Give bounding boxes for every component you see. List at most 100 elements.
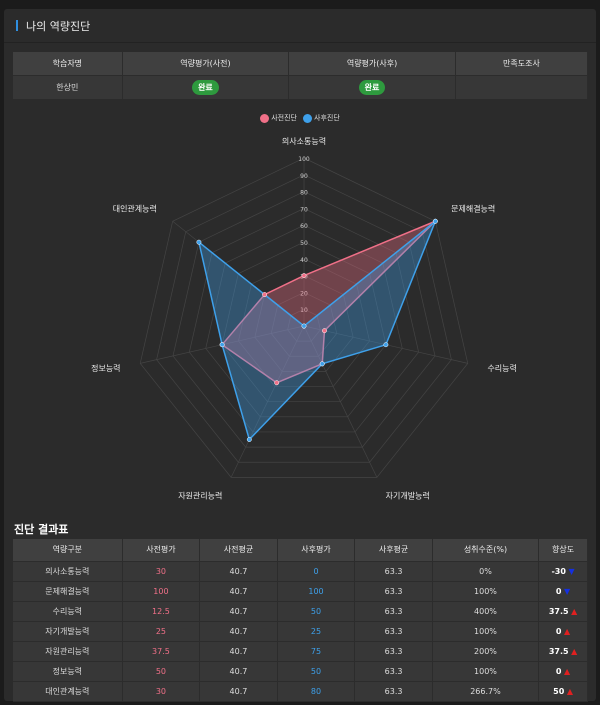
- cell-pre: 30: [122, 561, 201, 582]
- results-title: 진단 결과표: [14, 523, 69, 536]
- results-header: 성취수준(%): [432, 539, 540, 562]
- cell-name: 의사소통능력: [13, 561, 123, 582]
- cell-name: 자원관리능력: [13, 641, 123, 662]
- data-point[interactable]: [196, 239, 202, 245]
- header-pre: 역량평가(사전): [122, 52, 290, 76]
- grid-ring: [205, 224, 403, 418]
- cell-pre: 12.5: [122, 601, 201, 622]
- cell-post-avg: 63.3: [354, 621, 433, 642]
- results-header: 사후평균: [354, 539, 433, 562]
- data-point[interactable]: [322, 328, 327, 334]
- legend-post[interactable]: 사후진단: [303, 113, 340, 123]
- cell-pre-avg: 40.7: [199, 601, 278, 622]
- axis-line: [303, 325, 378, 478]
- arrow-up-icon: ▲: [571, 606, 578, 616]
- cell-improvement: 50 ▲: [538, 681, 588, 702]
- cell-name: 정보능력: [13, 661, 123, 682]
- cell-pre: 25: [122, 621, 201, 642]
- cell-pre-avg: 40.7: [199, 621, 278, 642]
- axis-line: [230, 325, 305, 478]
- arrow-down-icon: ▼: [568, 566, 575, 576]
- competency-panel: 나의 역량진단 학습자명 역량평가(사전) 역량평가(사후) 만족도조사 한상민…: [4, 9, 596, 702]
- cell-pre-avg: 40.7: [199, 681, 278, 702]
- improvement-value: 37.5: [548, 606, 569, 616]
- cell-level: 266.7%: [432, 681, 540, 702]
- results-header: 역량구분: [13, 539, 123, 562]
- grid-ring: [172, 191, 436, 448]
- data-point[interactable]: [246, 437, 252, 442]
- cell-name: 대인관계능력: [13, 681, 123, 702]
- arrow-down-icon: ▼: [564, 586, 571, 596]
- axis-label: 정보능력: [91, 363, 120, 373]
- grid-ring: [156, 174, 452, 463]
- title-accent-bar: [16, 20, 18, 31]
- legend-pre[interactable]: 사전진단: [260, 113, 297, 123]
- cell-improvement: 0 ▲: [538, 661, 588, 682]
- header-satisfaction: 만족도조사: [455, 52, 589, 76]
- data-point[interactable]: [301, 323, 307, 329]
- cell-post-avg: 63.3: [354, 641, 433, 662]
- tick-label: 100: [298, 156, 310, 163]
- cell-name: 문제해결능력: [13, 581, 123, 602]
- table-row: 수리능력 12.5 40.7 50 63.3 400% 37.5 ▲: [13, 601, 588, 622]
- legend-pre-label: 사전진단: [271, 114, 297, 122]
- grid-ring: [287, 308, 321, 342]
- tick-label: 80: [300, 190, 308, 197]
- satisfaction-cell: [455, 75, 589, 99]
- axis-label: 수리능력: [487, 363, 516, 373]
- cell-level: 100%: [432, 581, 540, 602]
- axis-label: 문제해결능력: [451, 204, 495, 214]
- series-area-post: [197, 218, 438, 441]
- pre-status-badge[interactable]: 완료: [192, 79, 219, 95]
- cell-post: 50: [277, 661, 356, 682]
- cell-pre-avg: 40.7: [199, 561, 278, 582]
- arrow-up-icon: ▲: [566, 686, 573, 696]
- series-area-pre: [221, 220, 436, 384]
- results-header: 사후평가: [277, 539, 356, 562]
- cell-pre: 30: [122, 681, 201, 702]
- cell-post-avg: 63.3: [354, 581, 433, 602]
- panel-header: 나의 역량진단: [4, 9, 596, 43]
- data-point[interactable]: [219, 342, 225, 348]
- arrow-up-icon: ▲: [564, 626, 571, 636]
- data-point[interactable]: [262, 292, 268, 298]
- post-dot-icon: [303, 113, 312, 123]
- post-status-badge[interactable]: 완료: [358, 79, 386, 95]
- cell-improvement: 37.5 ▲: [538, 601, 588, 622]
- chart-legend: 사전진단 사후진단: [4, 113, 596, 123]
- cell-post-avg: 63.3: [354, 661, 433, 682]
- table-row: 정보능력 50 40.7 50 63.3 100% 0 ▲: [13, 661, 588, 682]
- cell-level: 100%: [432, 621, 540, 642]
- data-point[interactable]: [274, 380, 280, 386]
- improvement-value: -30: [551, 566, 566, 576]
- cell-level: 100%: [432, 661, 540, 682]
- table-row: 대인관계능력 30 40.7 80 63.3 266.7% 50 ▲: [13, 681, 588, 702]
- data-point[interactable]: [301, 273, 307, 279]
- arrow-up-icon: ▲: [564, 666, 571, 676]
- data-point[interactable]: [319, 361, 325, 367]
- data-point[interactable]: [432, 218, 438, 224]
- cell-name: 수리능력: [13, 601, 123, 622]
- improvement-value: 0: [555, 666, 562, 676]
- results-header: 향상도: [538, 539, 588, 562]
- cell-post: 80: [277, 681, 356, 702]
- results-table: 역량구분 사전평가 사전평균 사후평가 사후평균 성취수준(%) 향상도 의사소통능력 30 4…: [13, 539, 588, 702]
- cell-pre-avg: 40.7: [199, 661, 278, 682]
- cell-post: 25: [277, 621, 356, 642]
- cell-pre-avg: 40.7: [199, 581, 278, 602]
- cell-improvement: 0 ▼: [538, 581, 588, 602]
- axis-label: 자기개발능력: [386, 491, 430, 501]
- radar-chart: 의사소통능력문제해결능력수리능력자기개발능력자원관리능력정보능력대인관계능력01…: [91, 136, 517, 501]
- cell-pre: 100: [122, 581, 201, 602]
- tick-label: 60: [300, 223, 308, 230]
- cell-improvement: -30 ▼: [538, 561, 588, 582]
- grid-ring: [270, 292, 338, 357]
- grid-ring: [188, 208, 420, 433]
- table-row: 의사소통능력 30 40.7 0 63.3 0% -30 ▼: [13, 561, 588, 582]
- cell-post-avg: 63.3: [354, 681, 433, 702]
- table-row: 한상민 완료 완료: [13, 75, 589, 99]
- improvement-value: 50: [553, 686, 565, 696]
- tick-label: 40: [300, 257, 308, 264]
- data-point[interactable]: [383, 342, 389, 348]
- cell-level: 200%: [432, 641, 540, 662]
